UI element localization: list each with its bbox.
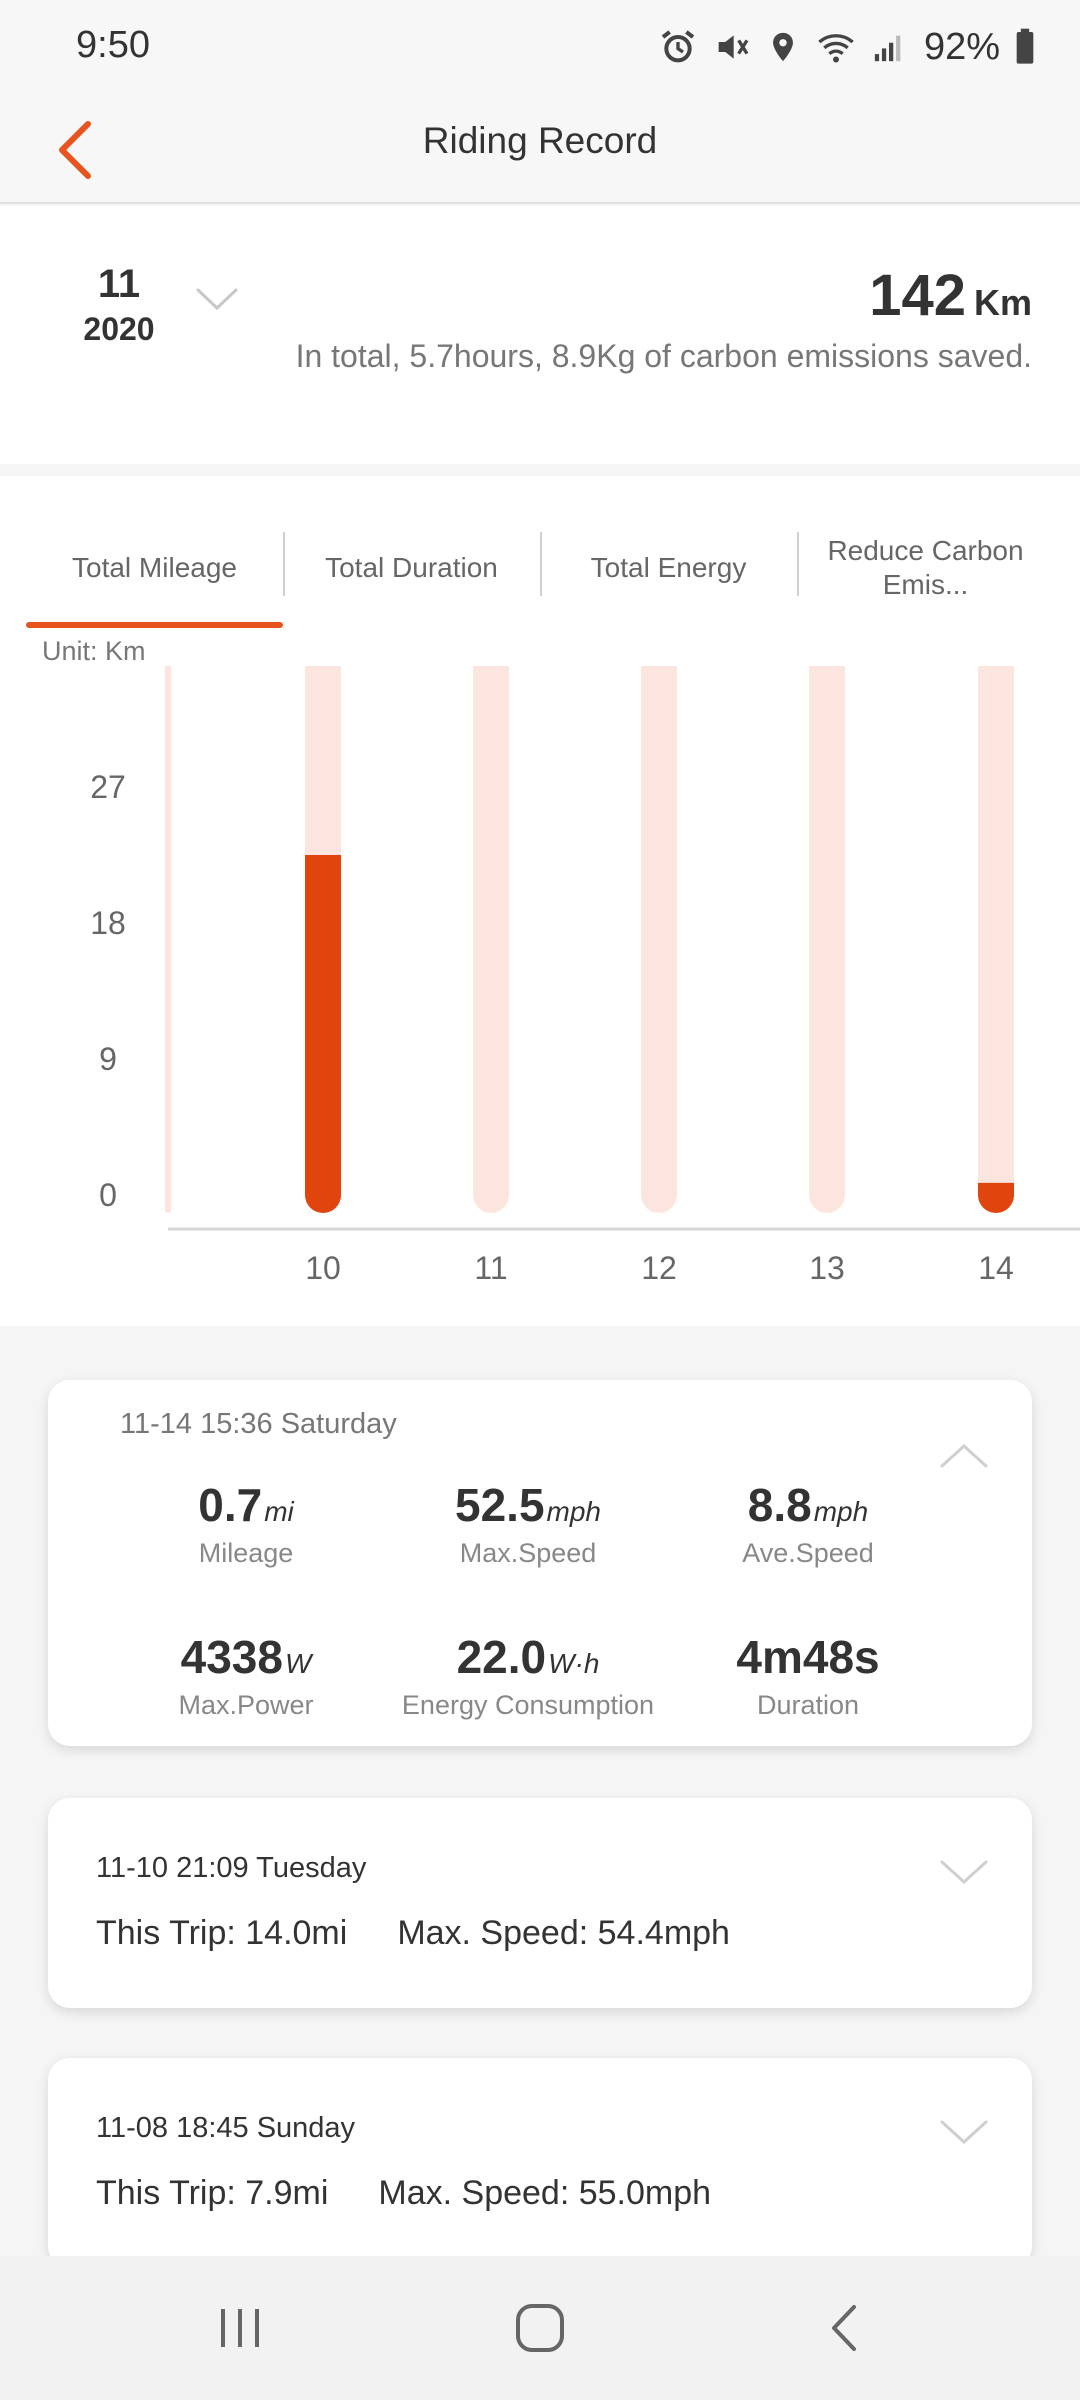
tab-reduce-carbon-label: Reduce Carbon Emis... xyxy=(827,535,1024,600)
metric-energy: 22.0W·h Energy Consumption xyxy=(378,1630,678,1721)
chevron-up-icon[interactable] xyxy=(936,1438,992,1472)
trip-card[interactable]: 11-10 21:09 Tuesday This Trip: 14.0mi Max… xyxy=(48,1798,1032,2008)
metric-energy-unit: W·h xyxy=(548,1648,600,1679)
trip-date: 11-10 21:09 Tuesday xyxy=(96,1852,367,1884)
metric-mileage-label: Mileage xyxy=(198,1538,294,1568)
y-tick-label: 9 xyxy=(99,1041,117,1077)
trip-date: 11-14 15:36 Saturday xyxy=(120,1408,397,1440)
recent-apps-button[interactable] xyxy=(190,2292,290,2364)
back-button[interactable] xyxy=(36,112,112,188)
system-back-button[interactable] xyxy=(794,2292,894,2364)
metric-max-power-label: Max.Power xyxy=(178,1690,314,1720)
chevron-down-icon[interactable] xyxy=(936,2114,992,2148)
home-icon xyxy=(516,2304,564,2352)
metric-ave-speed: 8.8mph Ave.Speed xyxy=(658,1478,958,1569)
metric-duration-label: Duration xyxy=(756,1690,860,1720)
trip-summary: This Trip: 14.0mi Max. Speed: 54.4mph xyxy=(96,1914,730,1953)
total-distance-unit: Km xyxy=(973,282,1032,323)
metric-energy-value: 22.0 xyxy=(456,1631,547,1683)
system-nav-bar xyxy=(0,2256,1080,2400)
metric-max-power-value: 4338 xyxy=(180,1631,283,1683)
trip-card-expanded[interactable]: 11-14 15:36 Saturday 0.7mi Mileage 52.5m… xyxy=(48,1380,1032,1746)
trip-distance: This Trip: 7.9mi xyxy=(96,2174,329,2212)
metric-energy-label: Energy Consumption xyxy=(401,1690,655,1720)
location-icon xyxy=(773,32,793,62)
battery-icon xyxy=(1016,28,1034,64)
app-header: Riding Record xyxy=(0,96,1080,204)
metric-max-speed-unit: mph xyxy=(546,1496,601,1527)
metric-max-speed-value: 52.5 xyxy=(455,1479,545,1531)
chevron-down-icon[interactable] xyxy=(192,282,242,316)
x-tick-label: 14 xyxy=(978,1250,1014,1286)
alarm-icon xyxy=(661,30,695,63)
signal-icon xyxy=(874,35,901,62)
trip-max-speed: Max. Speed: 54.4mph xyxy=(397,1914,730,1952)
trip-distance: This Trip: 14.0mi xyxy=(96,1914,348,1952)
status-bar: 9:50 92% xyxy=(0,0,1080,96)
x-tick-label: 12 xyxy=(641,1250,677,1286)
recent-apps-icon xyxy=(221,2309,259,2347)
metric-tabs: Total Mileage Total Duration Total Energ… xyxy=(26,516,1054,628)
metric-duration: 4m48s Duration xyxy=(658,1630,958,1721)
back-icon xyxy=(832,2305,856,2351)
y-tick-label: 27 xyxy=(90,769,126,805)
status-icons: 92% xyxy=(658,22,1036,72)
summary-description: In total, 5.7hours, 8.9Kg of carbon emis… xyxy=(295,338,1032,374)
bar-track xyxy=(809,666,845,1213)
bar-track xyxy=(978,666,1014,1213)
metric-mileage: 0.7mi Mileage xyxy=(96,1478,396,1569)
chart-section: Total Mileage Total Duration Total Energ… xyxy=(0,476,1080,1326)
month-year: 2020 xyxy=(83,311,155,347)
mute-icon xyxy=(718,35,749,59)
metric-mileage-unit: mi xyxy=(264,1496,294,1527)
bar-track xyxy=(641,666,677,1213)
bar-track xyxy=(165,666,171,1213)
bar[interactable] xyxy=(305,855,341,1213)
home-button[interactable] xyxy=(490,2292,590,2364)
tab-reduce-carbon[interactable]: Reduce Carbon Emis... xyxy=(797,516,1054,620)
trip-card[interactable]: 11-08 18:45 Sunday This Trip: 7.9mi Max. … xyxy=(48,2058,1032,2268)
bar-track xyxy=(473,666,509,1213)
metric-ave-speed-unit: mph xyxy=(813,1496,869,1527)
metric-duration-value: 4m48s xyxy=(736,1631,880,1683)
trip-summary: This Trip: 7.9mi Max. Speed: 55.0mph xyxy=(96,2174,711,2213)
x-tick-label: 13 xyxy=(809,1250,845,1286)
chart-unit-label: Unit: Km xyxy=(42,636,146,666)
metric-max-power: 4338W Max.Power xyxy=(96,1630,396,1721)
y-tick-label: 0 xyxy=(99,1177,117,1213)
y-tick-label: 18 xyxy=(90,905,126,941)
total-distance: 142 Km xyxy=(869,262,1032,329)
total-distance-value: 142 xyxy=(869,263,966,328)
battery-percent: 92% xyxy=(923,25,1000,68)
metric-max-speed-label: Max.Speed xyxy=(459,1538,597,1568)
bar[interactable] xyxy=(978,1182,1014,1213)
month-number: 11 xyxy=(97,262,141,306)
chevron-down-icon[interactable] xyxy=(936,1854,992,1888)
status-time: 9:50 xyxy=(76,24,150,66)
x-tick-label: 11 xyxy=(474,1250,507,1286)
monthly-summary: 11 2020 142 Km In total, 5.7hours, 8.9Kg… xyxy=(0,206,1080,464)
mileage-bar-chart: 09182736451011121314 xyxy=(90,666,1080,1286)
month-selector[interactable]: 11 2020 xyxy=(54,262,184,348)
trip-date: 11-08 18:45 Sunday xyxy=(96,2112,356,2144)
y-tick-label: 36 xyxy=(90,666,126,669)
metric-max-speed: 52.5mph Max.Speed xyxy=(378,1478,678,1569)
page-title: Riding Record xyxy=(422,120,658,161)
trip-max-speed: Max. Speed: 55.0mph xyxy=(378,2174,712,2212)
metric-mileage-value: 0.7 xyxy=(198,1479,263,1531)
tab-total-energy[interactable]: Total Energy xyxy=(540,516,797,620)
x-tick-label: 10 xyxy=(305,1250,341,1286)
metric-max-power-unit: W xyxy=(284,1648,312,1679)
metric-ave-speed-label: Ave.Speed xyxy=(742,1538,874,1568)
tab-total-duration[interactable]: Total Duration xyxy=(283,516,540,620)
wifi-icon xyxy=(818,34,854,63)
chevron-left-icon xyxy=(59,121,91,179)
tab-total-mileage[interactable]: Total Mileage xyxy=(26,516,283,628)
metric-ave-speed-value: 8.8 xyxy=(747,1479,812,1531)
